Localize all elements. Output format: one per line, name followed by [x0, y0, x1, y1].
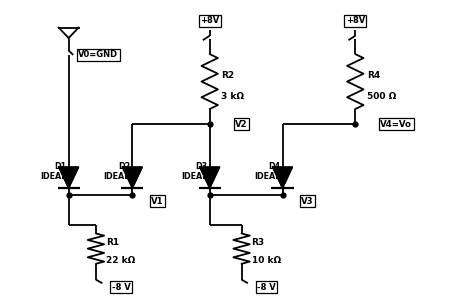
Text: R3: R3	[252, 238, 264, 247]
Text: V2: V2	[235, 120, 248, 129]
Text: R4: R4	[367, 71, 380, 80]
Polygon shape	[200, 167, 220, 188]
Text: 3 kΩ: 3 kΩ	[221, 92, 244, 101]
Text: V1: V1	[151, 197, 164, 206]
Polygon shape	[122, 167, 142, 188]
Text: R2: R2	[221, 71, 234, 80]
Text: D4
IDEAL: D4 IDEAL	[254, 162, 280, 181]
Text: 22 kΩ: 22 kΩ	[106, 256, 135, 265]
Text: D1
IDEAL: D1 IDEAL	[40, 162, 66, 181]
Polygon shape	[273, 167, 292, 188]
Text: V4=Vo: V4=Vo	[380, 120, 412, 129]
Text: D2
IDEAL: D2 IDEAL	[104, 162, 130, 181]
Text: 500 Ω: 500 Ω	[367, 92, 396, 101]
Text: 10 kΩ: 10 kΩ	[252, 256, 281, 265]
Text: V3: V3	[301, 197, 314, 206]
Polygon shape	[59, 167, 79, 188]
Text: -8 V: -8 V	[111, 282, 130, 292]
Text: R1: R1	[106, 238, 119, 247]
Text: +8V: +8V	[200, 16, 219, 26]
Text: D3
IDEAL: D3 IDEAL	[181, 162, 208, 181]
Text: -8 V: -8 V	[257, 282, 276, 292]
Text: V0=GND: V0=GND	[78, 51, 118, 59]
Text: +8V: +8V	[346, 16, 365, 26]
